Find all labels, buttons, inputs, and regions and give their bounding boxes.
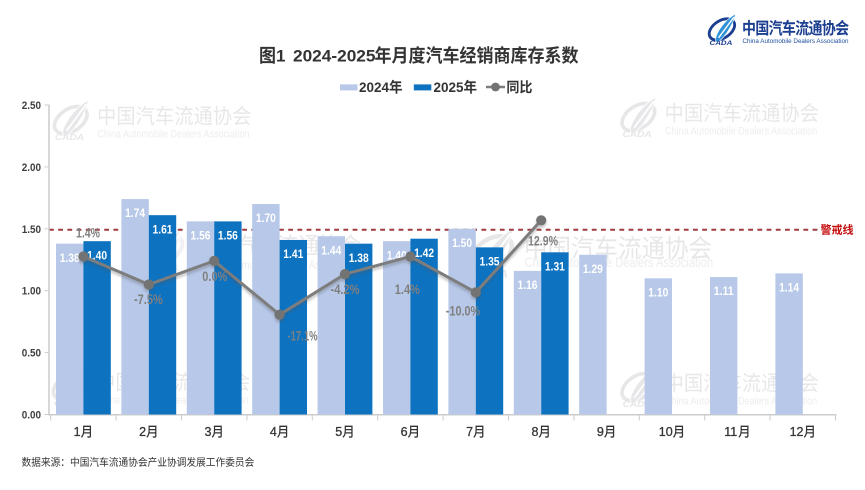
- svg-text:China Automobile Dealers Assoc: China Automobile Dealers Association: [665, 126, 817, 138]
- svg-text:1: 1: [276, 47, 285, 66]
- svg-text:2.50: 2.50: [22, 100, 41, 112]
- svg-text:CADA: CADA: [55, 132, 84, 142]
- svg-text:-10.0%: -10.0%: [446, 302, 481, 318]
- svg-text:1.4%: 1.4%: [76, 224, 100, 240]
- svg-text:-7.5%: -7.5%: [134, 291, 163, 307]
- svg-text:1.35: 1.35: [480, 256, 501, 268]
- svg-text:2.00: 2.00: [22, 162, 41, 174]
- svg-text:12.9%: 12.9%: [528, 233, 558, 249]
- svg-text:1.29: 1.29: [583, 264, 603, 276]
- svg-text:1.14: 1.14: [779, 282, 800, 294]
- svg-text:China Automobile Dealers Assoc: China Automobile Dealers Association: [98, 129, 250, 141]
- svg-text:1.31: 1.31: [545, 261, 566, 273]
- svg-text:2024-2025: 2024-2025: [293, 47, 376, 66]
- svg-text:1.38: 1.38: [60, 253, 81, 265]
- svg-text:1.50: 1.50: [22, 224, 41, 236]
- svg-text:1.56: 1.56: [218, 230, 238, 242]
- svg-text:1.56: 1.56: [191, 230, 211, 242]
- svg-text:1.41: 1.41: [283, 249, 304, 261]
- svg-text:China Automobile Dealers Assoc: China Automobile Dealers Association: [743, 38, 849, 45]
- svg-text:2025: 2025: [434, 80, 465, 95]
- svg-text:1.10: 1.10: [648, 287, 668, 299]
- svg-text:CADA: CADA: [622, 129, 651, 139]
- svg-text:0.00: 0.00: [22, 410, 41, 422]
- svg-text:8: 8: [531, 425, 538, 439]
- svg-text:-4.2%: -4.2%: [331, 281, 360, 297]
- svg-text:3: 3: [204, 425, 211, 439]
- svg-text:6: 6: [401, 425, 408, 439]
- svg-text:0.50: 0.50: [22, 348, 41, 360]
- svg-text:1.38: 1.38: [349, 253, 370, 265]
- svg-text:1.50: 1.50: [452, 238, 472, 250]
- svg-text:1.44: 1.44: [321, 245, 342, 257]
- svg-text:-17.1%: -17.1%: [288, 327, 318, 343]
- svg-text:4: 4: [270, 425, 277, 439]
- svg-text:2024: 2024: [359, 80, 390, 95]
- svg-text:CADA: CADA: [710, 40, 733, 47]
- svg-text:2: 2: [139, 425, 146, 439]
- svg-text:5: 5: [335, 425, 342, 439]
- svg-text:CADA: CADA: [622, 399, 651, 409]
- svg-text:9: 9: [597, 425, 604, 439]
- svg-text:12: 12: [790, 425, 804, 439]
- svg-text:1.61: 1.61: [153, 224, 174, 236]
- svg-text:0.0%: 0.0%: [202, 268, 227, 284]
- svg-text:1.74: 1.74: [125, 208, 146, 220]
- svg-text:1.00: 1.00: [22, 286, 41, 298]
- svg-text:10: 10: [659, 425, 673, 439]
- svg-text:1.70: 1.70: [256, 213, 276, 225]
- svg-text:1.11: 1.11: [714, 286, 735, 298]
- svg-text:1.16: 1.16: [518, 280, 538, 292]
- svg-text:1.4%: 1.4%: [395, 281, 420, 297]
- svg-text:7: 7: [466, 425, 473, 439]
- svg-text:1.42: 1.42: [414, 248, 434, 260]
- svg-text:China Automobile Dealers Assoc: China Automobile Dealers Association: [525, 255, 714, 270]
- svg-text:1: 1: [74, 425, 81, 439]
- svg-text:11: 11: [724, 425, 737, 439]
